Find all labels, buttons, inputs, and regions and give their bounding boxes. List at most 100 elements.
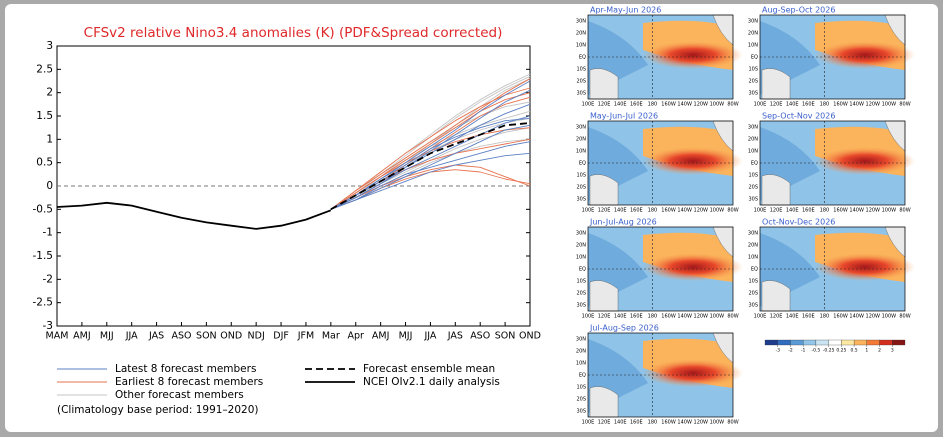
map-frame	[587, 332, 734, 418]
lon-label: 120W	[694, 314, 709, 320]
lon-label: 100W	[710, 314, 725, 320]
x-tick-label: Mar	[322, 331, 340, 342]
lon-label: 120E	[598, 420, 611, 426]
colorbar-label: -3	[775, 348, 780, 354]
lon-label: 140E	[786, 102, 799, 108]
lat-label: EQ	[579, 161, 586, 167]
x-tick-label: SON	[196, 331, 217, 342]
map-title: Aug-Sep-Oct 2026	[762, 6, 835, 15]
lat-label: 30S	[576, 409, 586, 415]
lon-label: 80W	[727, 314, 738, 320]
lon-label: 160W	[661, 208, 676, 214]
lon-label: 80W	[899, 314, 910, 320]
lat-label: 10N	[576, 255, 586, 261]
footnote: (Climatology base period: 1991–2020)	[57, 404, 259, 416]
colorbar-label: -2	[788, 348, 793, 354]
lon-label: 160E	[802, 314, 815, 320]
lat-label: 30N	[576, 231, 586, 237]
lat-label: EQ	[579, 373, 586, 379]
lat-label: EQ	[579, 55, 586, 61]
map-land	[761, 68, 791, 100]
lon-label: 160E	[630, 314, 643, 320]
lat-label: 20N	[576, 243, 586, 249]
lat-label: 10S	[576, 173, 586, 179]
lon-label: 180	[648, 420, 658, 426]
legend-label: NCEI OIv2.1 daily analysis	[363, 376, 500, 388]
lon-label: 80W	[899, 102, 910, 108]
x-tick-label: ASO	[171, 331, 191, 342]
lat-label: EQ	[579, 267, 586, 273]
lat-label: 10N	[748, 43, 758, 49]
lat-label: 30N	[748, 19, 758, 25]
lon-label: 140W	[849, 314, 864, 320]
map-panel: Sep-Oct-Nov 2026 30N 20N 10N EQ 10S 20S 30S 100E…	[748, 112, 915, 214]
lon-label: 100E	[754, 208, 767, 214]
lon-label: 100E	[582, 208, 595, 214]
lat-label: 10S	[748, 279, 758, 285]
lat-label: 10N	[576, 149, 586, 155]
lat-label: 30N	[576, 125, 586, 131]
lon-label: 120E	[770, 314, 783, 320]
lon-label: 140W	[677, 314, 692, 320]
y-tick-label: -3	[43, 320, 53, 332]
x-tick-label: JAS	[148, 331, 164, 342]
lat-label: 20N	[576, 31, 586, 37]
y-tick-label: -2	[43, 273, 53, 285]
lon-label: 100E	[582, 314, 595, 320]
lon-label: 100E	[754, 314, 767, 320]
y-tick-label: 2.5	[36, 63, 53, 75]
lon-label: 160W	[661, 102, 676, 108]
lat-label: 20N	[576, 349, 586, 355]
lat-label: 30S	[748, 91, 758, 97]
map-land	[761, 174, 791, 206]
map-title: Sep-Oct-Nov 2026	[762, 112, 835, 121]
map-frame	[587, 226, 734, 312]
lat-label: 10N	[576, 43, 586, 49]
lon-label: 160W	[833, 208, 848, 214]
lat-label: 20N	[748, 243, 758, 249]
lon-label: 160E	[630, 420, 643, 426]
map-frame	[587, 120, 734, 206]
lon-label: 180	[820, 314, 830, 320]
lat-label: 20N	[576, 137, 586, 143]
lon-label: 140E	[786, 208, 799, 214]
lat-label: 30S	[576, 91, 586, 97]
map-warm-tongue	[815, 253, 915, 281]
colorbar-label: 0.25	[836, 348, 846, 354]
lat-label: 20S	[748, 291, 758, 297]
member-line	[330, 87, 531, 210]
x-tick-label: JAS	[447, 331, 463, 342]
member-line	[330, 141, 531, 210]
chart-title: CFSv2 relative Nino3.4 anomalies (K) (PD…	[84, 25, 503, 41]
colorbar-swatch	[879, 339, 893, 346]
map-land	[761, 280, 791, 312]
lat-label: 20S	[576, 397, 586, 403]
lon-label: 140E	[614, 102, 627, 108]
y-tick-label: -1	[43, 227, 53, 239]
lat-label: 10S	[576, 385, 586, 391]
member-line	[330, 89, 531, 210]
legend-label: Earliest 8 forecast members	[115, 376, 263, 388]
map-frame	[587, 14, 734, 100]
colorbar-label: -0.5	[812, 348, 821, 354]
lat-label: 10N	[748, 255, 758, 261]
panel-background	[5, 4, 938, 432]
lon-label: 140W	[677, 420, 692, 426]
colorbar-label: -1	[801, 348, 806, 354]
colorbar-swatch	[841, 339, 855, 346]
lon-label: 80W	[727, 102, 738, 108]
map-warm-tongue	[643, 359, 743, 387]
y-tick-label: 0.5	[36, 157, 53, 169]
map-land	[589, 174, 619, 206]
lat-label: 30N	[576, 19, 586, 25]
lat-label: 30S	[748, 303, 758, 309]
map-frame	[759, 226, 906, 312]
lon-label: 140W	[849, 102, 864, 108]
lat-label: 30N	[748, 125, 758, 131]
x-tick-label: AMJ	[372, 331, 390, 342]
y-tick-label: -0.5	[33, 203, 54, 215]
lon-label: 140E	[786, 314, 799, 320]
x-tick-label: Apr	[348, 331, 365, 342]
member-line	[330, 78, 531, 210]
